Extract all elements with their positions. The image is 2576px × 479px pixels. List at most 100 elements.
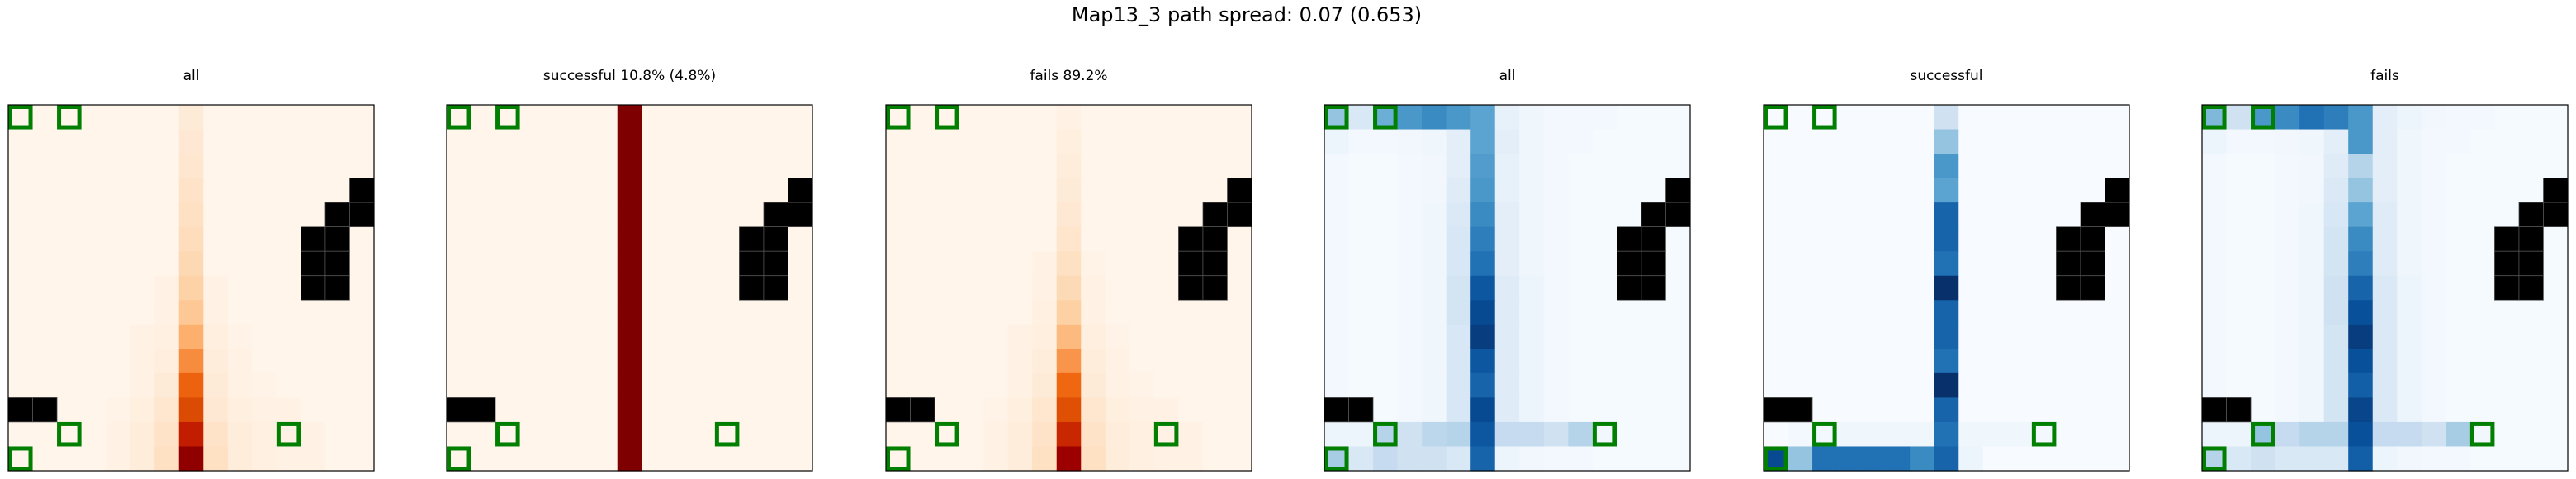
heatmap-cell [301,446,326,472]
heatmap-cell [324,372,351,398]
heatmap-cell [106,421,131,448]
heatmap-cell [665,226,691,252]
heatmap-cell [2372,446,2398,472]
heatmap-cell [2543,324,2569,349]
heatmap-cell [1202,446,1229,472]
heatmap-cell [203,275,229,301]
heatmap-cell [1543,446,1569,472]
heatmap-cell [617,154,642,179]
heatmap-cell [1494,446,1520,472]
heatmap-cell [2202,421,2228,448]
heatmap-cell [2421,324,2446,349]
heatmap-cell [1543,372,1569,398]
heatmap-cell [1836,372,1862,398]
heatmap-cell [1470,251,1496,277]
heatmap-cell [2421,251,2446,277]
heatmap-cell [1617,105,1642,130]
heatmap-cell [1397,154,1423,179]
heatmap-cell [178,251,204,277]
panel-title: fails [2370,68,2399,84]
heatmap-cell [471,275,496,301]
heatmap-cell [959,421,984,448]
heatmap-cell [2275,372,2300,398]
heatmap-cell [2518,129,2545,154]
heatmap-cell [1081,129,1106,154]
heatmap-cell [106,324,131,349]
heatmap-cell [1348,251,1374,277]
heatmap-cell [81,372,107,398]
heatmap-cell [447,300,472,325]
heatmap-cell [983,372,1009,398]
heatmap-cell [2080,397,2106,423]
heatmap-cell [593,178,618,203]
heatmap-cell [2397,129,2422,154]
wall-cell [301,275,326,301]
heatmap-cell [2543,349,2569,374]
panel-title: successful [1911,68,1983,84]
heatmap-cell [1764,300,1789,325]
heatmap-cell [1982,300,2008,325]
heatmap-cell [1568,129,1593,154]
heatmap-cell [1129,300,1155,325]
heatmap-cell [1885,129,1911,154]
heatmap-cell [2469,275,2495,301]
heatmap-cell [1178,129,1204,154]
heatmap-cell [32,372,58,398]
heatmap-cell [1982,154,2008,179]
heatmap-cell [1056,105,1082,130]
heatmap-cell [2031,275,2057,301]
heatmap-cell [130,226,155,252]
wall-cell [324,275,350,301]
heatmap-cell [1836,349,1862,374]
heatmap-cell [1348,446,1374,472]
heatmap-cell [1665,324,1691,349]
heatmap-cell [2251,178,2276,203]
heatmap-cell [1764,129,1789,154]
heatmap-cell [544,202,570,228]
target-marker [276,421,301,447]
wall-cell [739,226,765,252]
heatmap-cell [1032,349,1058,374]
heatmap-cell [32,446,58,472]
heatmap-cell [203,300,229,325]
heatmap-cell [447,202,472,228]
heatmap-cell [2251,397,2276,423]
heatmap-cell [2348,251,2374,277]
heatmap-cell [1129,226,1155,252]
heatmap-cell [739,178,765,203]
target-marker [1373,105,1398,130]
heatmap-cell [324,421,351,448]
heatmap-cell [739,349,765,374]
heatmap-cell [81,349,107,374]
wall-cell [788,202,813,228]
heatmap-cell [2226,324,2252,349]
heatmap-cell [2446,275,2471,301]
heatmap-cell [1178,372,1204,398]
heatmap-cell [2494,154,2520,179]
heatmap-cell [959,129,984,154]
heatmap-cell [1641,300,1667,325]
heatmap-cell [544,372,570,398]
heatmap-cell [81,324,107,349]
heatmap-cell [301,300,326,325]
heatmap-cell [495,372,521,398]
heatmap-cell [203,129,229,154]
heatmap-cell [154,275,180,301]
heatmap-cell [910,202,935,228]
heatmap-panel-4: all [1324,68,1691,472]
heatmap-cell [2202,324,2228,349]
heatmap-cell [1885,421,1911,448]
heatmap-cell [519,397,545,423]
heatmap-cell [763,324,789,349]
heatmap-cell [739,154,765,179]
heatmap-cell [2031,349,2057,374]
heatmap-cell [1812,349,1838,374]
heatmap-cell [1910,324,1935,349]
heatmap-cell [324,105,351,130]
heatmap-cell [788,105,813,130]
heatmap-cell [1422,324,1447,349]
heatmap-cell [1056,202,1082,228]
heatmap-cell [617,275,642,301]
heatmap-cell [1129,129,1155,154]
heatmap-cell [2494,324,2520,349]
